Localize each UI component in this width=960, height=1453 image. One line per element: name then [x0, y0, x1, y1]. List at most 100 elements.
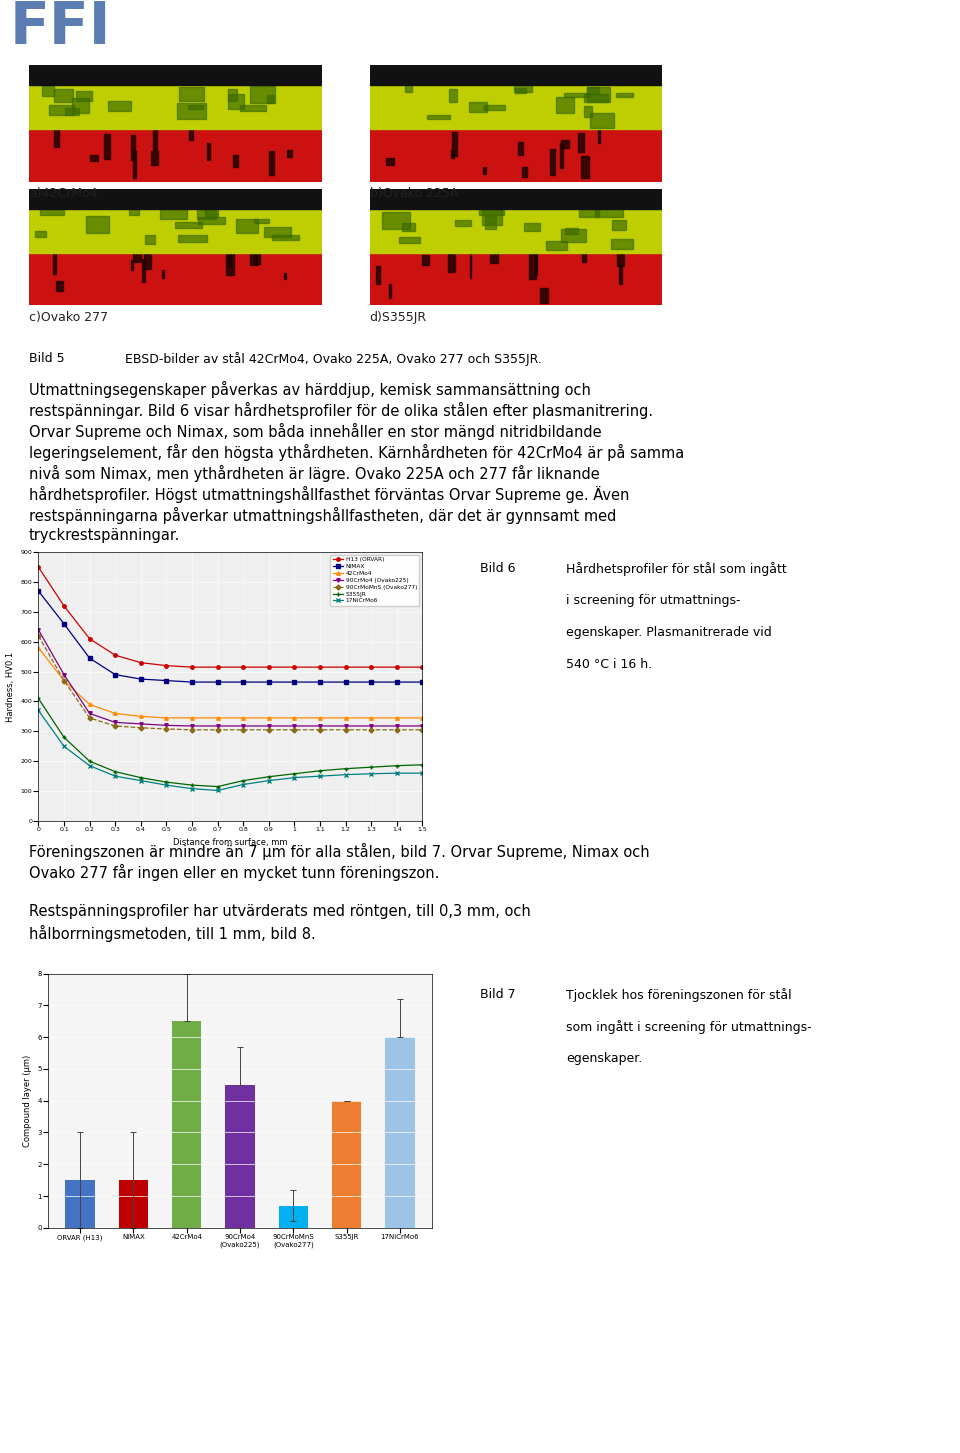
Bar [536, 251, 538, 275]
S355JR [366, 758, 377, 776]
Bar [589, 113, 614, 128]
90CrMo4 (Ovako225) [59, 665, 70, 683]
Bar [561, 139, 568, 148]
Bar [161, 270, 163, 279]
42CrMo4 [160, 709, 172, 726]
Text: egenskaper. Plasmanitrerade vid: egenskaper. Plasmanitrerade vid [566, 626, 772, 639]
S355JR [417, 756, 428, 773]
90CrMo4 (Ovako225) [237, 718, 249, 735]
Bar [226, 1085, 254, 1228]
NIMAX [314, 673, 325, 690]
Bar [370, 86, 662, 129]
17NiCrMo6 [212, 782, 224, 799]
Bar [228, 253, 230, 266]
Bar [278, 1206, 308, 1228]
Bar [29, 253, 322, 305]
42CrMo4 [417, 709, 428, 726]
42CrMo4 [186, 709, 198, 726]
17NiCrMo6 [135, 772, 147, 789]
90CrMoMnS (Ovako277) [160, 721, 172, 738]
Bar [86, 215, 108, 232]
Bar [370, 189, 662, 209]
H13 (ORVAR) [84, 631, 95, 648]
Bar [514, 81, 532, 93]
42CrMo4 [340, 709, 351, 726]
NIMAX [186, 673, 198, 690]
Bar [426, 115, 449, 119]
Bar [53, 254, 56, 273]
17NiCrMo6 [340, 766, 351, 783]
Bar [179, 235, 207, 241]
17NiCrMo6 [263, 772, 275, 789]
Bar [198, 216, 226, 224]
Text: i screening för utmattnings-: i screening för utmattnings- [566, 594, 741, 607]
Bar [484, 105, 505, 110]
90CrMo4 (Ovako225) [366, 718, 377, 735]
Bar [29, 86, 322, 129]
Bar [104, 135, 110, 158]
Bar [385, 1037, 415, 1228]
17NiCrMo6 [33, 702, 44, 719]
Bar [370, 129, 662, 182]
S355JR [109, 763, 121, 780]
H13 (ORVAR) [237, 658, 249, 676]
Bar [524, 222, 540, 231]
Bar [482, 209, 502, 225]
Bar [469, 253, 471, 279]
Bar [564, 228, 578, 234]
Bar [485, 215, 496, 230]
Bar [264, 227, 292, 237]
90CrMo4 (Ovako225) [263, 718, 275, 735]
Bar [617, 250, 624, 266]
Text: c)Ovako 277: c)Ovako 277 [29, 311, 108, 324]
Text: egenskaper.: egenskaper. [566, 1052, 642, 1065]
17NiCrMo6 [59, 738, 70, 756]
Bar [452, 132, 457, 157]
Text: d)S355JR: d)S355JR [370, 311, 427, 324]
S355JR [33, 690, 44, 708]
Bar [479, 208, 504, 215]
Bar [564, 93, 588, 97]
17NiCrMo6 [417, 764, 428, 782]
H13 (ORVAR) [366, 658, 377, 676]
Bar [72, 99, 88, 113]
Bar [522, 167, 527, 177]
S355JR [289, 766, 300, 783]
42CrMo4 [237, 709, 249, 726]
90CrMo4 (Ovako225) [109, 713, 121, 731]
90CrMo4 (Ovako225) [186, 718, 198, 735]
Bar [389, 283, 391, 298]
Bar [189, 121, 193, 139]
Text: hålborrningsmetoden, till 1 mm, bild 8.: hålborrningsmetoden, till 1 mm, bild 8. [29, 926, 316, 942]
Text: Utmattningsegenskaper påverkas av härddjup, kemisk sammansättning och: Utmattningsegenskaper påverkas av härddj… [29, 381, 590, 398]
Bar [332, 1101, 361, 1228]
Bar [253, 247, 260, 264]
Bar [55, 125, 59, 147]
17NiCrMo6 [237, 776, 249, 793]
90CrMoMnS (Ovako277) [366, 721, 377, 738]
Bar [370, 209, 662, 253]
17NiCrMo6 [109, 767, 121, 785]
Bar [142, 259, 145, 282]
H13 (ORVAR) [417, 658, 428, 676]
90CrMoMnS (Ovako277) [84, 709, 95, 726]
Text: nivå som Nimax, men ythårdheten är lägre. Ovako 225A och 277 får liknande: nivå som Nimax, men ythårdheten är lägre… [29, 465, 600, 482]
Bar [153, 122, 157, 150]
Bar [65, 1180, 95, 1228]
Bar [29, 65, 322, 86]
Bar [448, 251, 455, 272]
Bar [545, 241, 567, 250]
Text: hårdhetsprofiler. Högst utmattningshållfasthet förväntas Orvar Supreme ge. Även: hårdhetsprofiler. Högst utmattningshållf… [29, 485, 629, 503]
17NiCrMo6 [289, 769, 300, 786]
NIMAX [33, 583, 44, 600]
Bar [283, 273, 286, 279]
Text: Orvar Supreme och Nimax, som båda innehåller en stor mängd nitridbildande: Orvar Supreme och Nimax, som båda innehå… [29, 423, 601, 440]
Bar [455, 219, 470, 227]
Bar [612, 219, 626, 230]
Bar [578, 134, 585, 153]
90CrMo4 (Ovako225) [84, 705, 95, 722]
Bar [584, 106, 592, 116]
Bar [267, 94, 274, 103]
90CrMoMnS (Ovako277) [417, 721, 428, 738]
Bar [382, 212, 410, 230]
